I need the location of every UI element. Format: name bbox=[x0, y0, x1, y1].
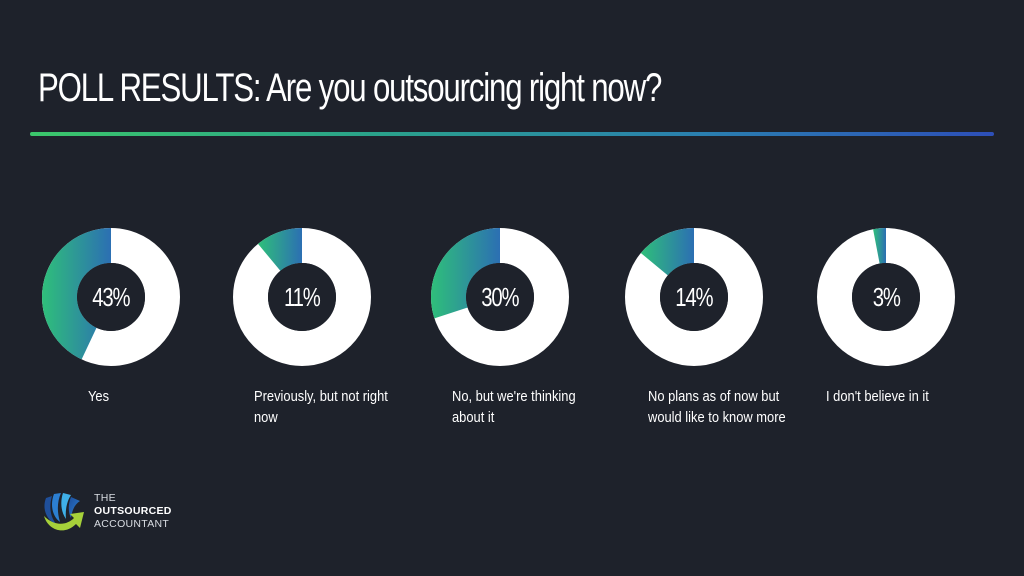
donut-percentage: 11% bbox=[284, 281, 321, 312]
poll-option-label: Previously, but not right now bbox=[254, 388, 388, 426]
donut-chart: 11% bbox=[232, 227, 372, 367]
donut-filled-segment bbox=[640, 228, 694, 276]
logo-text-outsourced: OUTSOURCED bbox=[94, 505, 172, 517]
poll-option-label: I don't believe in it bbox=[826, 388, 929, 405]
donut-chart: 14% bbox=[624, 227, 764, 367]
page-title: POLL RESULTS: Are you outsourcing right … bbox=[38, 66, 662, 110]
poll-option-label: Yes bbox=[88, 388, 110, 405]
poll-option-label: No plans as of now but would like to kno… bbox=[648, 388, 786, 426]
donut-filled-segment bbox=[431, 228, 500, 319]
donut-filled-segment bbox=[873, 228, 886, 264]
company-logo: THE OUTSOURCED ACCOUNTANT bbox=[40, 490, 190, 538]
donut-percentage: 30% bbox=[481, 281, 519, 312]
donut-percentage: 14% bbox=[675, 281, 713, 312]
title-divider bbox=[30, 132, 994, 136]
logo-text-the: THE bbox=[94, 492, 116, 504]
poll-option-label: No, but we're thinking about it bbox=[452, 388, 576, 426]
donut-chart: 30% bbox=[430, 227, 570, 367]
donut-percentage: 3% bbox=[872, 281, 901, 312]
donut-chart: 3% bbox=[816, 227, 956, 367]
donut-chart: 43% bbox=[41, 227, 181, 367]
logo-text-accountant: ACCOUNTANT bbox=[94, 518, 170, 530]
donut-percentage: 43% bbox=[92, 281, 130, 312]
logo-mark-icon bbox=[44, 493, 84, 531]
donut-filled-segment bbox=[42, 228, 111, 360]
donut-filled-segment bbox=[258, 228, 302, 271]
